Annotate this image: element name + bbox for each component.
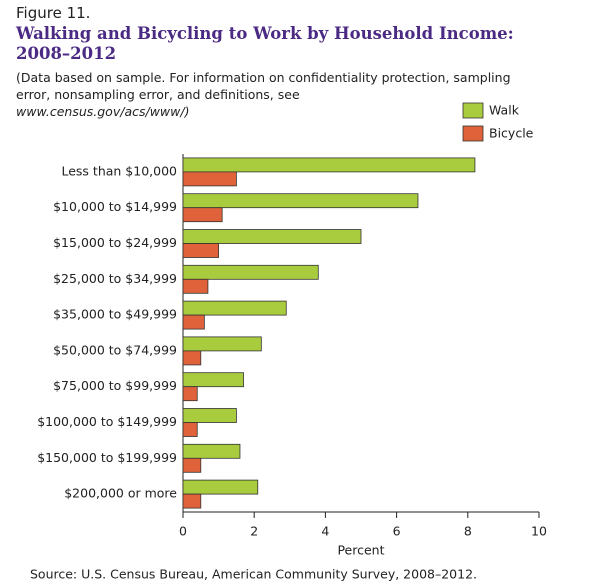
note-text: (Data based on sample. For information o…: [16, 70, 511, 102]
bar: [182, 386, 198, 402]
bar: [182, 493, 202, 509]
bar: [182, 207, 223, 223]
y-tick-label: $10,000 to $14,999: [53, 199, 177, 214]
chart-title: Walking and Bicycling to Work by Househo…: [16, 24, 514, 63]
x-tick-label: 0: [179, 524, 187, 539]
bar: [182, 422, 198, 437]
x-tick-label: 10: [531, 524, 547, 539]
bar: [182, 443, 241, 459]
source: Source: U.S. Census Bureau, American Com…: [30, 567, 477, 582]
bar: [182, 278, 209, 294]
x-tick-label: 8: [464, 524, 472, 539]
x-tick-label: 4: [321, 524, 329, 539]
bar: [182, 243, 219, 258]
y-tick-label: $150,000 to $199,999: [37, 450, 177, 465]
note: (Data based on sample. For information o…: [16, 69, 516, 120]
x-axis-label: Percent: [337, 543, 384, 558]
bar: [182, 408, 237, 423]
bar: [182, 264, 319, 280]
y-tick-label: $75,000 to $99,999: [53, 378, 177, 393]
y-tick-label: $50,000 to $74,999: [53, 342, 177, 357]
bar: [182, 171, 237, 187]
legend-swatch: [462, 102, 484, 119]
bar: [182, 372, 244, 388]
bar: [182, 336, 262, 352]
bar: [182, 314, 205, 330]
note-url: www.census.gov/acs/www/): [16, 104, 190, 119]
bar: [182, 193, 419, 209]
bar: [182, 157, 476, 173]
x-tick-label: 2: [250, 524, 258, 539]
legend-label: Walk: [489, 103, 520, 118]
y-tick-label: $25,000 to $34,999: [53, 271, 177, 286]
x-tick-label: 6: [393, 524, 401, 539]
bar: [182, 457, 202, 473]
y-tick-label: $200,000 or more: [64, 486, 177, 501]
bar: [182, 479, 259, 495]
bar: [182, 350, 202, 366]
y-tick-label: $15,000 to $24,999: [53, 235, 177, 250]
legend-swatch: [462, 125, 484, 142]
y-tick-label: Less than $10,000: [61, 163, 177, 178]
y-tick-label: $35,000 to $49,999: [53, 307, 177, 322]
y-tick-label: $100,000 to $149,999: [37, 414, 177, 429]
legend-label: Bicycle: [489, 126, 534, 141]
bar: [182, 229, 362, 244]
bar: [182, 300, 287, 316]
figure-label: Figure 11.: [16, 4, 91, 22]
